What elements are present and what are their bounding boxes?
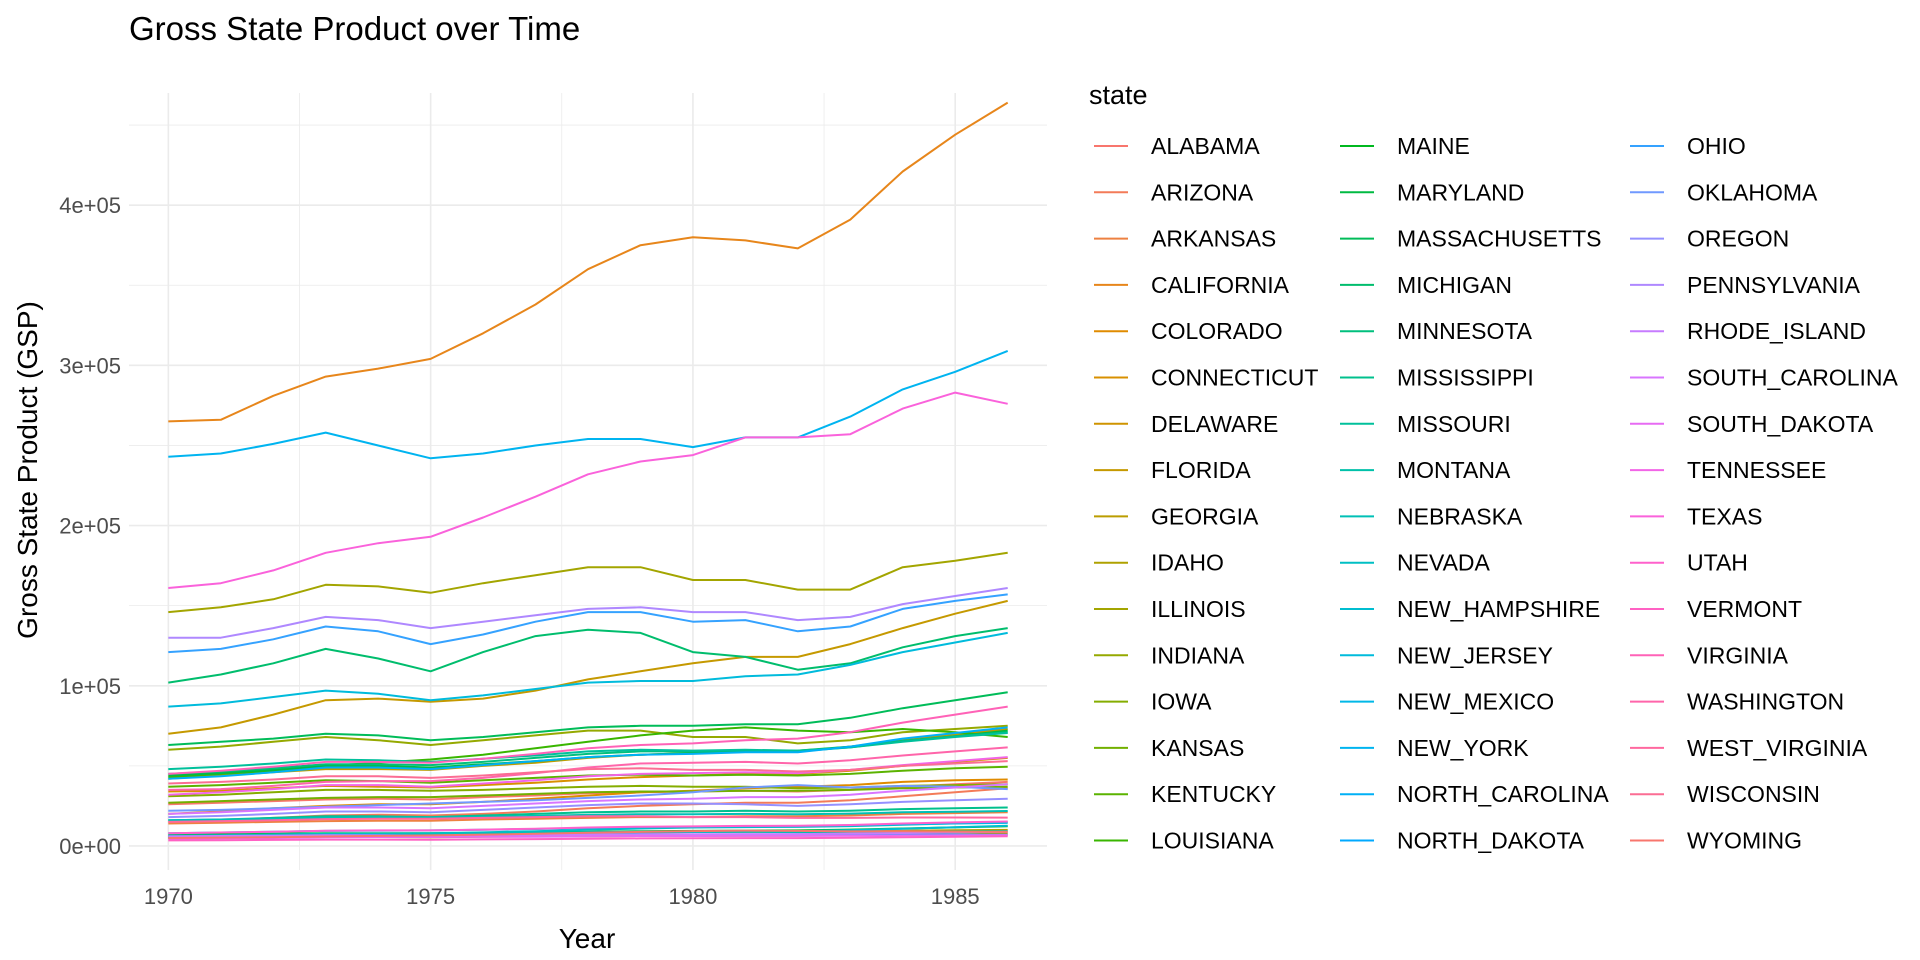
legend-label: NEW_MEXICO	[1397, 689, 1554, 715]
legend-label: DELAWARE	[1151, 411, 1278, 437]
legend-label: FLORIDA	[1151, 457, 1251, 483]
series-line-wyoming	[168, 829, 1008, 839]
series-line-kansas	[168, 785, 1008, 804]
legend-label: MAINE	[1397, 133, 1470, 159]
series-line-virginia	[168, 705, 1008, 775]
legend-label: MONTANA	[1397, 457, 1511, 483]
series-line-north-carolina	[168, 726, 1008, 780]
series-line-florida	[168, 599, 1008, 735]
y-tick-label: 2e+05	[59, 514, 121, 539]
legend-label: MISSISSIPPI	[1397, 365, 1534, 391]
series-line-illinois	[168, 551, 1008, 614]
series-line-new-jersey	[168, 631, 1008, 708]
legend-label: WEST_VIRGINIA	[1687, 735, 1868, 761]
series-line-rhode-island	[168, 830, 1008, 838]
legend-label: CONNECTICUT	[1151, 365, 1318, 391]
series-line-vermont	[168, 835, 1008, 842]
series-line-mississippi	[168, 806, 1008, 822]
series-line-massachusetts	[168, 691, 1008, 746]
series-line-washington	[168, 746, 1008, 791]
series-line-missouri	[168, 732, 1008, 771]
y-tick-label: 3e+05	[59, 353, 121, 378]
legend-label: OREGON	[1687, 226, 1789, 252]
legend-label: SOUTH_DAKOTA	[1687, 411, 1874, 437]
legend-label: MINNESOTA	[1397, 318, 1533, 344]
legend-label: LOUISIANA	[1151, 828, 1274, 854]
chart-title: Gross State Product over Time	[129, 10, 580, 47]
legend-label: TENNESSEE	[1687, 457, 1826, 483]
y-axis-ticks: 0e+00 1e+05 2e+05 3e+05 4e+05	[59, 193, 121, 859]
y-tick-label: 4e+05	[59, 193, 121, 218]
legend-title: state	[1089, 80, 1148, 110]
x-axis-title: Year	[559, 923, 616, 954]
legend-label: MASSACHUSETTS	[1397, 226, 1601, 252]
legend-label: OHIO	[1687, 133, 1746, 159]
series-line-utah	[168, 820, 1008, 835]
legend-label: VERMONT	[1687, 596, 1802, 622]
y-tick-label: 0e+00	[59, 834, 121, 859]
legend-label: ARKANSAS	[1151, 226, 1276, 252]
grid	[129, 93, 1047, 870]
legend-label: VIRGINIA	[1687, 642, 1789, 668]
legend-label: NORTH_DAKOTA	[1397, 828, 1585, 854]
legend-label: WYOMING	[1687, 828, 1802, 854]
series-line-nebraska	[168, 810, 1008, 822]
series-line-south-carolina	[168, 783, 1008, 815]
y-tick-label: 1e+05	[59, 674, 121, 699]
legend-label: CALIFORNIA	[1151, 272, 1290, 298]
legend-label: WASHINGTON	[1687, 689, 1844, 715]
legend-label: NEBRASKA	[1397, 503, 1523, 529]
series-line-oregon	[168, 797, 1008, 819]
series-line-pennsylvania	[168, 587, 1008, 639]
series-line-wisconsin	[168, 760, 1008, 785]
legend-label: MARYLAND	[1397, 179, 1524, 205]
legend-label: NEW_YORK	[1397, 735, 1529, 761]
series-line-west-virginia	[168, 815, 1008, 823]
series-line-ohio	[168, 593, 1008, 654]
legend-label: NORTH_CAROLINA	[1397, 781, 1609, 807]
legend-label: KANSAS	[1151, 735, 1244, 761]
legend-label: MISSOURI	[1397, 411, 1511, 437]
x-tick-label: 1980	[668, 884, 717, 909]
series-line-texas	[168, 391, 1008, 589]
legend-label: COLORADO	[1151, 318, 1283, 344]
legend-label: UTAH	[1687, 550, 1748, 576]
legend-label: NEW_HAMPSHIRE	[1397, 596, 1600, 622]
series-line-michigan	[168, 627, 1008, 684]
legend-label: NEVADA	[1397, 550, 1491, 576]
legend-label: SOUTH_CAROLINA	[1687, 365, 1899, 391]
series-line-california	[168, 101, 1009, 423]
x-axis-ticks: 1970 1975 1980 1985	[144, 884, 980, 909]
legend-label: ILLINOIS	[1151, 596, 1246, 622]
legend-label: IDAHO	[1151, 550, 1224, 576]
legend-label: IOWA	[1151, 689, 1212, 715]
legend-label: PENNSYLVANIA	[1687, 272, 1861, 298]
legend: ALABAMA ARIZONA ARKANSAS CALIFORNIA COLORADO…	[1094, 133, 1899, 854]
legend-label: MICHIGAN	[1397, 272, 1512, 298]
series-line-new-york	[168, 349, 1009, 460]
legend-label: KENTUCKY	[1151, 781, 1276, 807]
series-line-arkansas	[168, 811, 1008, 825]
legend-label: ALABAMA	[1151, 133, 1260, 159]
legend-label: TEXAS	[1687, 503, 1762, 529]
x-tick-label: 1970	[144, 884, 193, 909]
legend-label: NEW_JERSEY	[1397, 642, 1553, 668]
legend-label: OKLAHOMA	[1687, 179, 1818, 205]
x-tick-label: 1985	[931, 884, 980, 909]
y-axis-title: Gross State Product (GSP)	[12, 301, 43, 639]
legend-label: GEORGIA	[1151, 503, 1259, 529]
x-tick-label: 1975	[406, 884, 455, 909]
series-line-indiana	[168, 724, 1008, 751]
series-lines	[168, 101, 1009, 842]
legend-label: ARIZONA	[1151, 179, 1254, 205]
legend-label: WISCONSIN	[1687, 781, 1820, 807]
legend-label: RHODE_ISLAND	[1687, 318, 1866, 344]
legend-label: INDIANA	[1151, 642, 1245, 668]
series-line-oklahoma	[168, 784, 1008, 812]
